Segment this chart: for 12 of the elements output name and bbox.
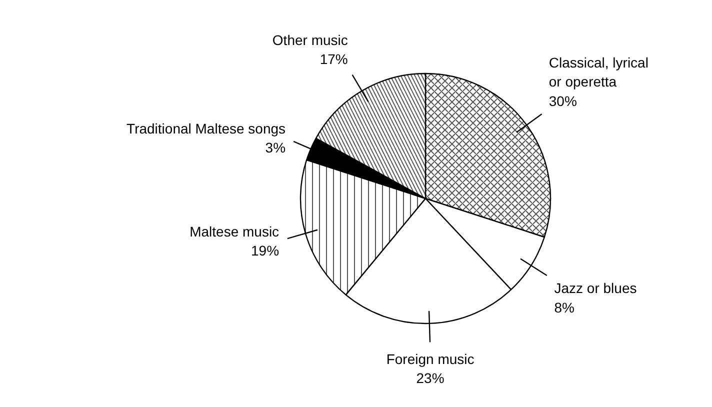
slice-label: Maltese music <box>190 223 280 240</box>
data-label: 30% <box>548 92 577 109</box>
data-label: 3% <box>265 140 286 156</box>
data-label: 19% <box>251 242 280 259</box>
data-label: 8% <box>554 299 574 316</box>
slice-label: Jazz or blues <box>554 280 637 296</box>
slice-label: Other music <box>272 32 348 48</box>
data-label: 23% <box>416 370 444 386</box>
data-label: 17% <box>320 51 348 68</box>
slice-label: Traditional Maltese songs <box>126 120 286 136</box>
slice-label: Classical, lyrical or operetta <box>548 54 648 90</box>
slice-label: Foreign music <box>386 350 474 367</box>
